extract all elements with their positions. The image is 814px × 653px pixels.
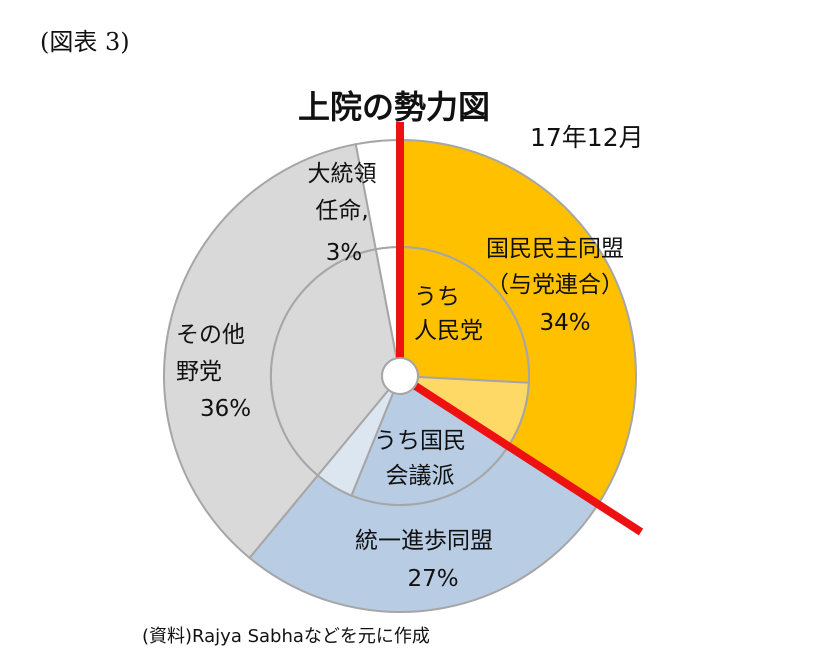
inner-slice-label: 人民党 — [414, 318, 483, 344]
inner-slice-label: うち国民 — [374, 428, 466, 454]
slice-value-label: 36% — [200, 396, 251, 422]
slice-label: 国民民主同盟 — [486, 236, 624, 262]
chart-title: 上院の勢力図 — [298, 88, 491, 126]
slice-label: 大統領 — [308, 161, 377, 187]
chart-date: 17年12月 — [530, 123, 644, 152]
donut-hole — [381, 357, 419, 395]
inner-slice-label: 会議派 — [386, 463, 455, 489]
inner-slice-label: うち — [414, 284, 460, 310]
slice-label: （与党連合） — [486, 272, 624, 298]
majority-line-diagonal — [397, 372, 644, 536]
source-note: (資料)Rajya Sabhaなどを元に作成 — [142, 626, 430, 647]
slice-label: 野党 — [176, 359, 222, 385]
slice-label: 任命, — [315, 198, 368, 224]
slice-label: その他 — [176, 322, 245, 348]
slice-value-label: 3% — [326, 240, 363, 266]
figure-label: (図表 3) — [40, 28, 130, 56]
slice-label: 統一進歩同盟 — [355, 528, 493, 554]
slice-value-label: 34% — [539, 310, 590, 336]
slice-value-label: 27% — [407, 566, 458, 592]
